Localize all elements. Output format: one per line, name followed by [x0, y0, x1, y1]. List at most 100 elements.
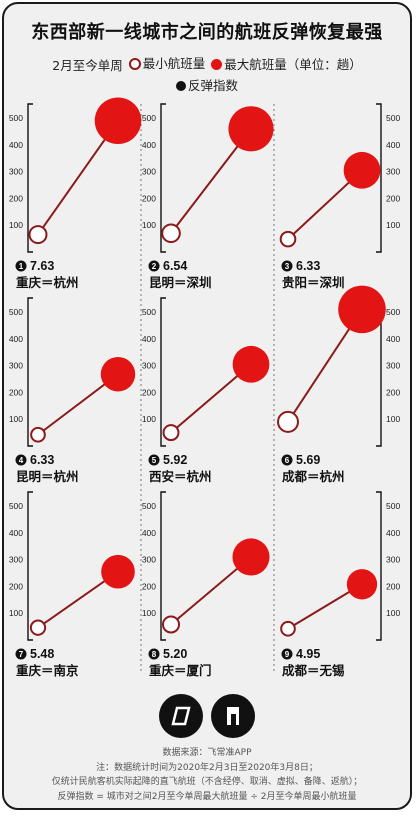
y-tick-label: 100 — [142, 220, 156, 230]
max-flight-bubble — [343, 151, 381, 189]
y-tick-label: 300 — [142, 361, 156, 371]
max-flight-bubble — [94, 97, 142, 145]
rank-number: 5 — [152, 456, 157, 465]
y-tick-label: 500 — [386, 307, 400, 317]
y-tick-label: 400 — [142, 334, 156, 344]
note-line-1: 注：数据统计时间为2020年2月3日至2020年3月8日； — [96, 762, 318, 773]
rank-number: 3 — [285, 262, 290, 271]
y-tick-label: 200 — [142, 193, 156, 203]
rebound-index: 6.33 — [296, 259, 320, 273]
y-tick-label: 100 — [386, 608, 400, 618]
y-axis-bracket — [376, 491, 382, 641]
infographic-frame: 东西部新一线城市之间的航班反弹恢复最强 2月至今单周 最小航班量 最大航班量（单… — [2, 2, 412, 810]
rank-number: 8 — [152, 650, 157, 659]
y-axis-bracket — [160, 103, 166, 253]
y-tick-label: 200 — [386, 387, 400, 397]
route-label: 贵阳＝深圳 — [282, 275, 345, 290]
y-tick-label: 400 — [9, 334, 23, 344]
min-flight-bubble — [161, 223, 181, 244]
y-tick-label: 200 — [386, 581, 400, 591]
min-flight-bubble — [161, 615, 181, 634]
rank-number: 2 — [152, 262, 157, 271]
y-tick-label: 300 — [386, 167, 400, 177]
y-tick-label: 400 — [9, 140, 23, 150]
rank-number: 7 — [19, 650, 24, 659]
rebound-index: 5.69 — [296, 453, 320, 467]
legend: 2月至今单周 最小航班量 最大航班量（单位：趟） 反弹指数 — [4, 54, 410, 97]
rank-badge — [148, 648, 160, 660]
route-label: 昆明＝杭州 — [16, 469, 79, 484]
y-tick-label: 300 — [9, 167, 23, 177]
small-multiples-chart: 100 200 300 400 500 1 7.63 重庆＝杭州 100 200 300 400 500… — [9, 97, 400, 678]
rank-badge — [281, 648, 293, 660]
y-axis-bracket — [27, 491, 33, 641]
y-tick-label: 300 — [386, 361, 400, 371]
y-tick-label: 100 — [142, 608, 156, 618]
legend-index: 反弹指数 — [175, 76, 238, 96]
route-label: 昆明＝深圳 — [149, 275, 212, 290]
y-tick-label: 500 — [386, 113, 400, 123]
y-tick-label: 200 — [9, 581, 23, 591]
note-line-2: 仅统计民航客机实际起降的直飞航班（不含经停、取消、虚拟、备降、返航）； — [51, 777, 363, 787]
rank-badge — [281, 260, 293, 272]
rank-number: 1 — [19, 262, 24, 271]
min-marker-icon — [128, 58, 141, 70]
y-tick-label: 100 — [142, 414, 156, 424]
y-tick-label: 300 — [9, 361, 23, 371]
page-title: 东西部新一线城市之间的航班反弹恢复最强 — [31, 22, 383, 43]
y-tick-label: 100 — [9, 220, 23, 230]
max-flight-bubble — [346, 569, 378, 600]
max-flight-bubble — [338, 285, 386, 334]
y-tick-label: 200 — [9, 387, 23, 397]
y-axis-bracket — [27, 103, 33, 253]
min-flight-bubble — [162, 424, 180, 442]
y-axis-bracket — [160, 297, 166, 447]
rank-badge — [148, 260, 160, 272]
route-label: 重庆＝厦门 — [149, 663, 212, 678]
y-tick-label: 300 — [142, 167, 156, 177]
rank-badge — [281, 454, 293, 466]
max-flight-bubble — [228, 106, 274, 152]
rank-badge — [148, 454, 160, 466]
y-tick-label: 400 — [386, 528, 400, 538]
y-tick-label: 400 — [142, 140, 156, 150]
y-tick-label: 100 — [386, 414, 400, 424]
rebound-index: 6.54 — [163, 259, 187, 273]
logos — [4, 694, 410, 738]
y-tick-label: 200 — [142, 581, 156, 591]
y-tick-label: 400 — [142, 528, 156, 538]
y-tick-label: 300 — [142, 555, 156, 565]
min-flight-bubble — [28, 225, 48, 245]
y-tick-label: 500 — [142, 307, 156, 317]
y-tick-label: 500 — [9, 307, 23, 317]
y-tick-label: 500 — [9, 501, 23, 511]
min-flight-bubble — [280, 620, 296, 637]
min-flight-bubble — [29, 619, 47, 636]
rebound-index: 5.92 — [163, 453, 187, 467]
max-flight-bubble — [232, 538, 270, 576]
rank-badge — [15, 260, 27, 272]
rank-number: 6 — [285, 456, 290, 465]
y-tick-label: 400 — [386, 334, 400, 344]
y-tick-label: 100 — [386, 220, 400, 230]
rebound-index: 7.63 — [30, 259, 54, 273]
y-tick-label: 200 — [9, 193, 23, 203]
route-label: 西安＝杭州 — [149, 469, 212, 484]
max-flight-bubble — [100, 356, 136, 392]
max-marker-icon — [211, 59, 223, 70]
y-tick-label: 500 — [386, 501, 400, 511]
rebound-index: 4.95 — [296, 647, 320, 661]
min-flight-bubble — [279, 230, 297, 248]
y-tick-label: 400 — [9, 528, 23, 538]
logo-b-icon — [211, 694, 255, 738]
route-label: 成都＝杭州 — [282, 469, 345, 484]
y-tick-label: 200 — [142, 387, 156, 397]
legend-period: 2月至今单周 — [52, 58, 123, 73]
max-flight-bubble — [232, 345, 270, 383]
route-label: 重庆＝杭州 — [16, 275, 79, 290]
legend-max: 最大航班量（单位：趟） — [211, 55, 362, 75]
y-tick-label: 500 — [142, 113, 156, 123]
y-tick-label: 100 — [9, 608, 23, 618]
y-axis-bracket — [160, 491, 166, 641]
y-tick-label: 500 — [142, 501, 156, 511]
